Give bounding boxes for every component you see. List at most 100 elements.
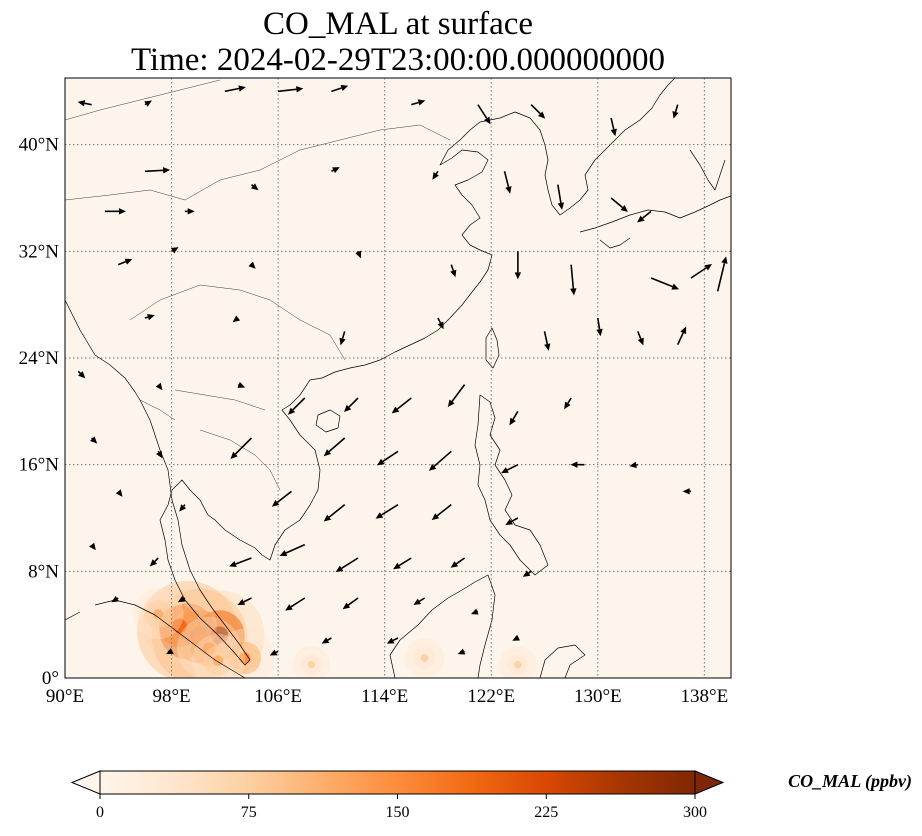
wind-vector-shaft: [144, 316, 149, 319]
wind-vector-head: [671, 283, 680, 290]
wind-vector-shaft: [506, 463, 519, 471]
wind-vector-shaft: [450, 264, 455, 271]
wind-vector-shaft: [637, 331, 642, 340]
wind-vector-head: [165, 648, 174, 655]
lat-tick-label: 8°N: [28, 561, 59, 582]
wind-vector-shaft: [117, 260, 127, 266]
wind-vector-head: [417, 99, 426, 106]
wind-vector-head: [279, 550, 288, 556]
wind-vector-head: [570, 461, 578, 468]
lon-tick-label: 114°E: [361, 686, 408, 707]
wind-vector-shaft: [285, 543, 306, 554]
colorbar-gradient: [100, 771, 695, 794]
wind-vector-shaft: [331, 87, 342, 93]
wind-vector-shaft: [477, 104, 488, 119]
wind-vector-head: [287, 407, 296, 415]
wind-vector-shaft: [433, 450, 452, 467]
wind-vector-shaft: [512, 410, 519, 420]
wind-vector-head: [238, 85, 246, 92]
wind-vector-head: [509, 417, 516, 426]
wind-vector-shaft: [610, 197, 624, 209]
wind-vector-head: [537, 111, 546, 119]
wind-vector-head: [149, 559, 158, 567]
wind-vector-head: [115, 489, 123, 497]
wind-vector-head: [672, 111, 679, 119]
wind-vector-head: [147, 314, 155, 321]
wind-vector-head: [629, 461, 637, 469]
wind-vector-head: [505, 518, 513, 525]
wind-vector-head: [512, 634, 520, 641]
wind-vector-head: [124, 258, 133, 265]
wind-vector-head: [177, 595, 186, 603]
wind-vector-head: [557, 202, 565, 210]
longitude-tick-labels: 90°E 98°E 106°E 114°E 122°E 130°E 138°E: [46, 686, 728, 707]
wind-vector-shaft: [676, 332, 684, 346]
wind-vector-head: [229, 560, 237, 567]
wind-vector-head: [721, 256, 728, 264]
wind-vector-head: [111, 595, 119, 603]
map-title: CO_MAL at surface: [262, 6, 534, 42]
wind-vector-shaft: [275, 650, 279, 654]
wind-vector-head: [248, 261, 256, 269]
lon-tick-label: 98°E: [152, 686, 190, 707]
wind-vector-shaft: [235, 557, 252, 565]
co-hotspot-core: [172, 618, 187, 634]
wind-vector-head: [162, 167, 171, 174]
coastline-sumatra: [65, 599, 246, 678]
wind-vector-head: [332, 167, 340, 174]
lat-tick-label: 40°N: [19, 135, 60, 156]
wind-vector-head: [428, 463, 437, 471]
wind-vector-head: [78, 371, 86, 379]
wind-vector-head: [680, 326, 687, 335]
wind-vector-head: [269, 649, 278, 656]
wind-vector-shaft: [455, 557, 466, 565]
wind-vector-head: [296, 86, 304, 93]
graticule: [65, 78, 731, 678]
wind-vector-head: [620, 205, 628, 212]
coastline-mainland: [65, 78, 676, 666]
coastline-hainan: [315, 409, 341, 433]
wind-vector-shaft: [716, 262, 726, 292]
wind-vector-shaft: [144, 169, 164, 173]
wind-vector-head: [505, 186, 512, 194]
wind-vector-shaft: [567, 397, 572, 404]
wind-vector-shaft: [341, 331, 346, 339]
wind-vector-shaft: [234, 437, 253, 455]
colorbar-extend-min: [70, 770, 101, 795]
wind-vector-shaft: [243, 597, 252, 603]
colorbar-tick-label: 0: [96, 804, 104, 821]
wind-vector-shaft: [690, 267, 707, 279]
co-hotspot-core: [239, 652, 251, 664]
lon-tick-label: 138°E: [681, 686, 729, 707]
wind-vector-shaft: [436, 504, 452, 517]
wind-vector-shaft: [157, 450, 160, 453]
coastline-taiwan: [485, 327, 500, 369]
wind-vector-head: [596, 328, 603, 337]
wind-vector-shaft: [528, 570, 532, 574]
colorbar-tick-label: 225: [534, 804, 558, 821]
wind-vector-head: [340, 84, 349, 91]
wind-vector-head: [470, 608, 479, 615]
wind-vector-head: [179, 504, 187, 512]
wind-vector-head: [375, 512, 384, 519]
wind-vector-head: [321, 637, 330, 644]
wind-vector-shaft: [341, 557, 359, 569]
wind-vector-shaft: [116, 597, 119, 600]
wind-vector-shaft: [183, 597, 186, 600]
wind-vector-head: [323, 514, 332, 522]
map-frame: [64, 77, 732, 679]
wind-vector-shaft: [348, 397, 359, 408]
wind-vector-shaft: [435, 170, 439, 175]
wind-vector-head: [437, 321, 444, 330]
wind-vector-head: [484, 116, 491, 125]
wind-vector-shaft: [328, 504, 346, 518]
wind-vector-head: [155, 382, 163, 391]
wind-vector-shaft: [382, 450, 399, 463]
wind-vector-shaft: [642, 210, 652, 219]
wind-vector-shaft: [171, 250, 173, 253]
wind-vector-shaft: [451, 384, 466, 402]
map-subtitle-time: Time: 2024-02-29T23:00:00.000000000: [130, 42, 666, 78]
colorbar-label: CO_MAL (ppbv): [788, 771, 912, 792]
wind-vector-shaft: [396, 397, 412, 410]
